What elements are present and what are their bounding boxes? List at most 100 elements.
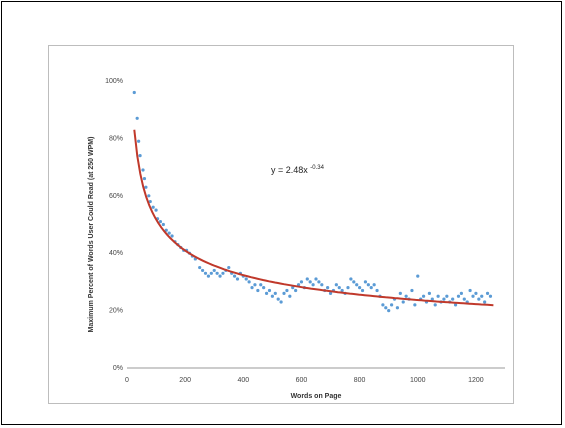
data-point — [334, 283, 338, 287]
data-point — [151, 205, 155, 209]
data-point — [404, 294, 408, 298]
data-point — [462, 297, 466, 301]
data-point — [483, 300, 487, 304]
data-point — [132, 90, 136, 95]
data-point — [474, 291, 478, 295]
data-point — [427, 291, 431, 295]
data-point — [358, 286, 362, 290]
data-point — [314, 277, 318, 281]
data-point — [453, 303, 458, 307]
data-point — [259, 283, 263, 287]
y-tick-label: 80% — [109, 135, 123, 142]
data-point — [363, 280, 368, 284]
data-point — [416, 274, 420, 278]
data-point — [459, 291, 463, 295]
data-point — [369, 286, 373, 290]
data-point — [221, 271, 225, 275]
data-point — [262, 286, 266, 290]
data-point — [144, 185, 148, 189]
data-point — [235, 277, 240, 281]
data-point — [198, 265, 202, 270]
data-point — [203, 271, 208, 275]
data-point — [488, 294, 493, 298]
data-point — [390, 303, 394, 307]
data-point — [161, 222, 165, 227]
data-point — [375, 288, 379, 293]
data-point — [387, 309, 391, 313]
y-tick-label: 100% — [105, 78, 123, 85]
data-point — [201, 268, 205, 273]
y-tick-label: 40% — [109, 250, 123, 257]
data-point — [305, 277, 309, 281]
trend-equation-main: y = 2.48x — [271, 165, 308, 175]
data-point — [401, 300, 405, 304]
data-point — [337, 286, 341, 290]
data-point — [288, 294, 292, 298]
data-point — [366, 283, 370, 287]
data-point — [212, 268, 216, 273]
x-tick-label: 200 — [179, 377, 191, 384]
data-point — [430, 297, 434, 301]
data-point — [279, 300, 283, 304]
data-point — [317, 280, 321, 284]
data-point — [247, 280, 251, 284]
data-point — [148, 199, 152, 204]
data-point — [135, 116, 139, 120]
scatter-chart: 0% 20% 40% 60% 80% 100% 0 200 400 600 800 1000 1200… — [88, 78, 505, 400]
data-point — [436, 294, 440, 298]
data-point — [355, 283, 359, 287]
y-axis-ticks: 0% 20% 40% 60% 80% 100% — [105, 78, 123, 372]
data-point — [273, 291, 277, 295]
data-point — [398, 291, 402, 295]
data-point — [215, 271, 219, 275]
trend-equation-exponent: -0.34 — [310, 165, 324, 171]
data-point — [360, 288, 365, 293]
y-tick-label: 0% — [113, 365, 123, 372]
data-point — [294, 288, 298, 293]
data-point — [206, 274, 211, 278]
x-tick-label: 1200 — [468, 377, 484, 384]
data-point — [164, 228, 168, 232]
y-axis-title: Maximum Percent of Words User Could Read… — [88, 137, 95, 333]
data-point — [137, 139, 141, 143]
data-point — [250, 286, 254, 290]
data-point — [372, 283, 376, 287]
data-point — [209, 271, 213, 275]
x-tick-label: 800 — [354, 377, 366, 384]
data-point — [445, 294, 449, 298]
data-point — [468, 288, 472, 293]
data-point — [267, 288, 272, 293]
data-point — [138, 154, 142, 158]
x-tick-label: 400 — [237, 377, 249, 384]
data-point — [328, 291, 333, 295]
data-point — [147, 194, 151, 198]
data-point — [433, 303, 437, 307]
data-point — [485, 291, 490, 295]
data-point — [276, 297, 280, 301]
data-point — [253, 283, 257, 287]
data-point — [167, 231, 171, 235]
data-point — [421, 294, 426, 298]
data-point — [471, 294, 475, 298]
x-tick-label: 1000 — [410, 377, 426, 384]
data-point — [381, 303, 385, 307]
data-point — [340, 288, 344, 293]
data-point — [480, 294, 484, 298]
data-point — [291, 286, 295, 290]
y-tick-label: 20% — [109, 308, 123, 315]
data-point — [227, 265, 231, 270]
data-point — [384, 306, 388, 310]
trend-equation: y = 2.48x -0.34 — [271, 165, 325, 175]
data-point — [170, 234, 174, 238]
data-point — [154, 208, 158, 212]
data-point — [410, 288, 414, 293]
data-point — [308, 280, 312, 284]
data-point — [244, 277, 248, 281]
data-point — [299, 280, 304, 284]
data-point — [326, 286, 330, 290]
data-point — [477, 297, 481, 301]
x-tick-label: 0 — [125, 377, 129, 384]
data-point — [141, 168, 145, 172]
data-point — [218, 274, 222, 278]
x-axis-ticks: 0 200 400 600 800 1000 1200 — [125, 377, 484, 384]
